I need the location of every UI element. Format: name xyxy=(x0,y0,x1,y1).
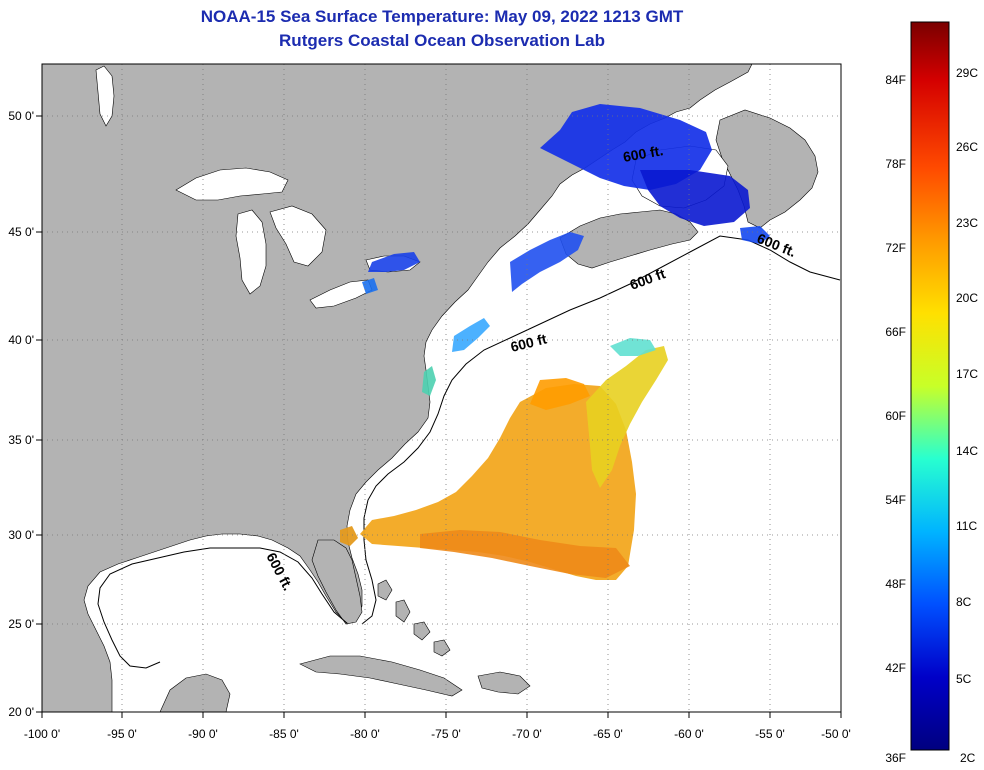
colorbar-c-label: 23C xyxy=(956,216,978,230)
isobath-label-newfoundland: 600 ft. xyxy=(622,142,665,165)
colorbar-c-label: 17C xyxy=(956,367,978,381)
colorbar-f-label: 72F xyxy=(885,241,906,255)
lake-huron xyxy=(269,205,327,267)
lat-tick-label: 30 0' xyxy=(8,528,34,542)
lon-tick-label: -85 0' xyxy=(269,727,299,741)
axis-ticks xyxy=(36,115,842,718)
lon-tick-label: -95 0' xyxy=(107,727,137,741)
colorbar-f-label: 84F xyxy=(885,73,906,87)
map-title: NOAA-15 Sea Surface Temperature: May 09,… xyxy=(200,7,684,26)
colorbar-c-label: 20C xyxy=(956,291,978,305)
colorbar-c-label: 11C xyxy=(956,519,977,533)
colorbar xyxy=(910,21,950,751)
sst-warm-swaths xyxy=(340,338,668,580)
lon-tick-label: -50 0' xyxy=(821,727,851,741)
land-cuba xyxy=(299,655,463,697)
land-florida xyxy=(311,539,363,625)
map-subtitle: Rutgers Coastal Ocean Observation Lab xyxy=(279,31,605,50)
land-yucatan xyxy=(159,673,231,712)
lon-tick-labels: -100 0' -95 0' -90 0' -85 0' -80 0' -75 … xyxy=(24,727,851,741)
colorbar-f-label: 48F xyxy=(885,577,906,591)
map-frame xyxy=(41,63,842,713)
land-hispaniola xyxy=(477,671,531,695)
lat-tick-label: 40 0' xyxy=(8,333,34,347)
colorbar-c-label: 5C xyxy=(956,672,972,686)
colorbar-f-label: 42F xyxy=(885,661,906,675)
lat-tick-label: 25 0' xyxy=(8,617,34,631)
lat-tick-label: 45 0' xyxy=(8,225,34,239)
sst-cold-swaths xyxy=(362,104,770,396)
colorbar-f-label: 78F xyxy=(885,157,906,171)
lat-tick-labels: 20 0' 25 0' 30 0' 35 0' 40 0' 45 0' 50 0… xyxy=(8,109,34,719)
lake-michigan xyxy=(235,209,267,295)
lake-superior xyxy=(175,167,289,201)
isobath-600ft-atlantic xyxy=(361,235,841,625)
colorbar-c-label: 26C xyxy=(956,140,978,154)
colorbar-c-label: 29C xyxy=(956,66,978,80)
colorbar-f-label: 66F xyxy=(885,325,906,339)
colorbar-f-label: 60F xyxy=(885,409,906,423)
lon-tick-label: -55 0' xyxy=(755,727,785,741)
colorbar-f-label: 54F xyxy=(885,493,906,507)
lon-tick-label: -70 0' xyxy=(512,727,542,741)
lon-tick-label: -65 0' xyxy=(593,727,623,741)
lon-tick-label: -90 0' xyxy=(188,727,218,741)
graticule xyxy=(42,64,841,712)
colorbar-f-labels: 84F 78F 72F 66F 60F 54F 48F 42F 36F xyxy=(885,73,906,765)
colorbar-c-label: 14C xyxy=(956,444,978,458)
lat-tick-label: 20 0' xyxy=(8,705,34,719)
colorbar-c-label: 2C xyxy=(960,751,976,765)
lat-tick-label: 50 0' xyxy=(8,109,34,123)
land-nova-scotia xyxy=(559,209,699,269)
colorbar-c-labels: 29C 26C 23C 20C 17C 14C 11C 8C 5C 2C xyxy=(956,66,978,765)
bahamas-islands xyxy=(377,579,451,657)
lon-tick-label: -60 0' xyxy=(674,727,704,741)
lat-tick-label: 35 0' xyxy=(8,433,34,447)
isobath-600ft-gulf xyxy=(97,547,349,669)
lon-tick-label: -80 0' xyxy=(350,727,380,741)
lon-tick-label: -75 0' xyxy=(431,727,461,741)
colorbar-f-label: 36F xyxy=(885,751,906,765)
colorbar-c-label: 8C xyxy=(956,595,972,609)
lon-tick-label: -100 0' xyxy=(24,727,60,741)
